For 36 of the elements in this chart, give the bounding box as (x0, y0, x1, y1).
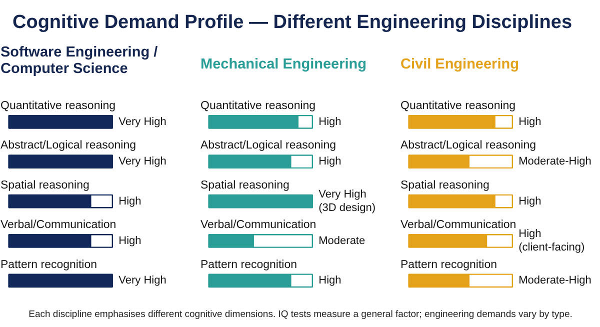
y-tick-label: Quantitative reasoning (0, 100, 116, 112)
chart-title: Civil Engineering (400, 56, 519, 72)
text: Cognitive Demand Profile — Different Engineering Disciplines (12, 12, 572, 33)
text: Very High (118, 274, 166, 287)
text: Moderate-High (518, 274, 592, 287)
y-tick-label: Verbal/Communication (200, 219, 316, 232)
y-tick-label: Abstract/Logical reasoning (400, 140, 536, 152)
y-tick-label: Quantitative reasoning (400, 100, 516, 112)
text: Very High (3D design) (318, 188, 376, 214)
text: Each discipline emphasises different cognitive dimensions. IQ tests measure a general factor; engineering demands vary by type. (28, 309, 572, 320)
chart-title: Software Engineering / Computer Science (0, 44, 158, 78)
text: High (318, 274, 342, 287)
y-tick-label: Spatial reasoning (200, 179, 290, 192)
text: Moderate (318, 234, 366, 247)
text: Moderate-High (518, 156, 592, 168)
text: High (118, 234, 142, 247)
text: High (118, 195, 142, 208)
text: Very High (118, 116, 166, 128)
y-tick-label: Verbal/Communication (0, 219, 116, 232)
y-tick-label: Pattern recognition (200, 258, 298, 271)
text: High (518, 116, 542, 128)
text: High (518, 195, 542, 208)
bar (208, 194, 314, 208)
y-tick-label: Abstract/Logical reasoning (200, 140, 336, 152)
text: Very High (118, 156, 166, 168)
y-tick-label: Pattern recognition (400, 258, 498, 271)
y-tick-label: Spatial reasoning (0, 179, 90, 192)
y-tick-label: Abstract/Logical reasoning (0, 140, 136, 152)
chart-title: Mechanical Engineering (200, 56, 366, 72)
text: High (318, 116, 342, 128)
y-tick-label: Quantitative reasoning (200, 100, 316, 112)
y-tick-label: Spatial reasoning (400, 179, 490, 192)
y-tick-label: Pattern recognition (0, 258, 98, 271)
text: High (318, 156, 342, 168)
y-tick-label: Verbal/Communication (400, 219, 516, 232)
text: High (client-facing) (518, 228, 585, 254)
